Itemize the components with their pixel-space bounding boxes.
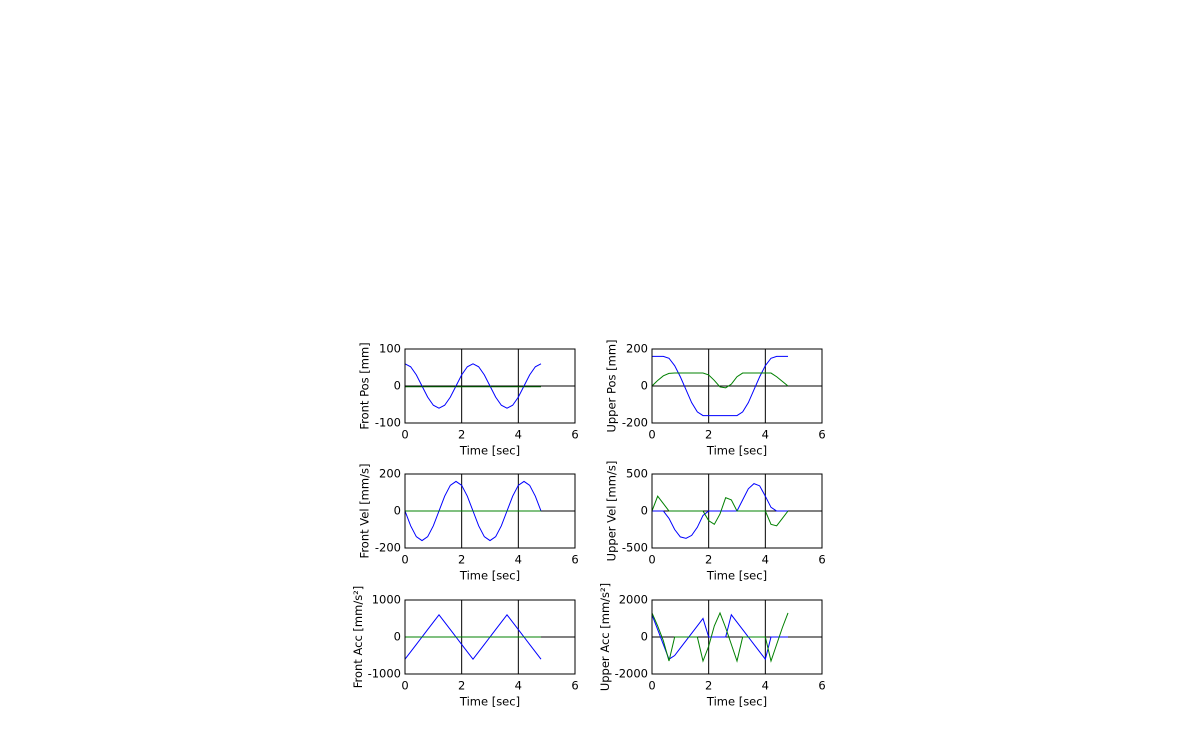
y-tick-label: 0 — [641, 630, 648, 644]
axes-box — [651, 599, 823, 675]
x-tick-label: 4 — [515, 679, 522, 693]
x-axis-label: Time [sec] — [459, 444, 520, 458]
x-tick-label: 6 — [818, 428, 825, 442]
y-tick-label: 200 — [379, 467, 401, 481]
y-tick-label: 0 — [394, 379, 401, 393]
y-tick-label: -100 — [375, 416, 401, 430]
y-tick-label: 200 — [626, 342, 648, 356]
axes-box — [404, 473, 576, 549]
data-line — [404, 363, 542, 409]
x-tick-label: 0 — [648, 553, 655, 567]
y-tick-label: -1000 — [368, 667, 401, 681]
x-tick-label: 6 — [571, 428, 578, 442]
x-tick-label: 4 — [762, 428, 769, 442]
data-line — [652, 355, 788, 417]
x-tick-label: 6 — [818, 553, 825, 567]
data-line — [651, 495, 789, 527]
y-tick-label: 0 — [641, 379, 648, 393]
x-tick-label: 4 — [515, 428, 522, 442]
y-tick-label: -200 — [375, 541, 401, 555]
y-tick-label: 500 — [626, 467, 648, 481]
axes-box — [404, 348, 576, 424]
x-tick-label: 0 — [401, 553, 408, 567]
data-line — [652, 483, 788, 539]
x-tick-label: 6 — [571, 553, 578, 567]
y-axis-label: Front Pos [mm] — [358, 342, 372, 429]
y-tick-label: 0 — [394, 630, 401, 644]
x-tick-label: 0 — [401, 428, 408, 442]
y-axis-label: Front Acc [mm/s²] — [351, 586, 365, 689]
x-tick-label: 2 — [458, 553, 465, 567]
y-axis-label: Upper Acc [mm/s²] — [598, 583, 612, 691]
axes-box — [404, 599, 576, 675]
x-tick-label: 2 — [458, 679, 465, 693]
data-line — [651, 613, 788, 661]
x-tick-label: 2 — [458, 428, 465, 442]
y-tick-label: 0 — [641, 504, 648, 518]
x-axis-label: Time [sec] — [459, 569, 520, 583]
data-line — [651, 611, 789, 663]
x-tick-label: 0 — [648, 679, 655, 693]
x-axis-label: Time [sec] — [459, 695, 520, 709]
axes-box — [651, 348, 823, 424]
x-tick-label: 4 — [762, 553, 769, 567]
y-tick-label: 2000 — [619, 593, 648, 607]
y-tick-label: 1000 — [372, 593, 401, 607]
axes-box — [651, 473, 823, 549]
y-axis-label: Upper Pos [mm] — [605, 339, 619, 432]
x-tick-label: 4 — [515, 553, 522, 567]
x-axis-label: Time [sec] — [706, 569, 767, 583]
x-tick-label: 6 — [571, 679, 578, 693]
y-tick-label: 100 — [379, 342, 401, 356]
x-axis-label: Time [sec] — [706, 444, 767, 458]
x-tick-label: 0 — [648, 428, 655, 442]
x-tick-label: 6 — [818, 679, 825, 693]
data-line — [651, 372, 789, 389]
x-tick-label: 2 — [705, 553, 712, 567]
y-tick-label: -200 — [622, 416, 648, 430]
x-tick-label: 0 — [401, 679, 408, 693]
x-axis-label: Time [sec] — [706, 695, 767, 709]
y-axis-label: Front Vel [mm/s] — [358, 464, 372, 559]
y-tick-label: -2000 — [615, 667, 648, 681]
y-axis-label: Upper Vel [mm/s] — [605, 461, 619, 562]
data-line — [404, 613, 542, 661]
y-tick-label: 0 — [394, 504, 401, 518]
x-tick-label: 2 — [705, 679, 712, 693]
y-tick-label: -500 — [622, 541, 648, 555]
x-tick-label: 2 — [705, 428, 712, 442]
x-tick-label: 4 — [762, 679, 769, 693]
